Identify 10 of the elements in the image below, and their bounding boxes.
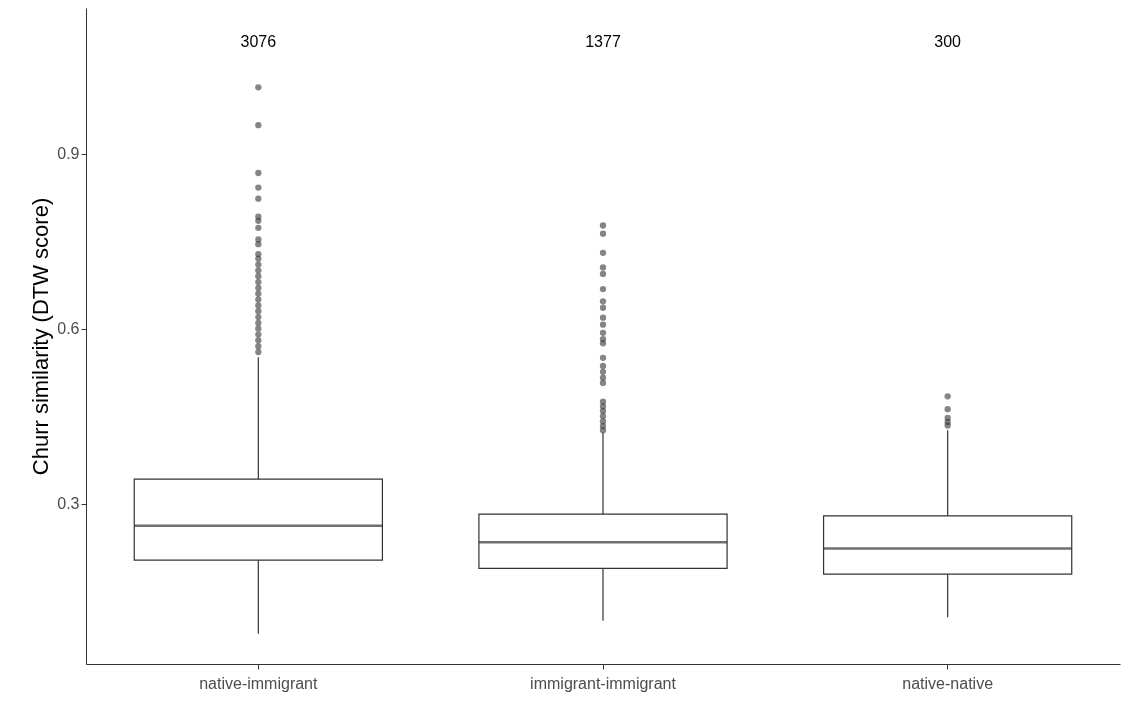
y-tick-label: 0.6 [57,320,80,338]
y-tick-label: 0.9 [57,145,80,163]
annotation: 1377 [585,33,621,50]
y-tick-label: 0.3 [57,495,80,513]
annotation: 3076 [240,33,277,50]
y-axis-title: Churr similarity (DTW score) [28,197,54,476]
x-tick-label: native-immigrant [199,674,319,692]
x-tick-label: immigrant-immigrant [530,674,677,692]
x-tick-label: native-native [902,674,994,692]
annotation: 300 [934,33,962,50]
